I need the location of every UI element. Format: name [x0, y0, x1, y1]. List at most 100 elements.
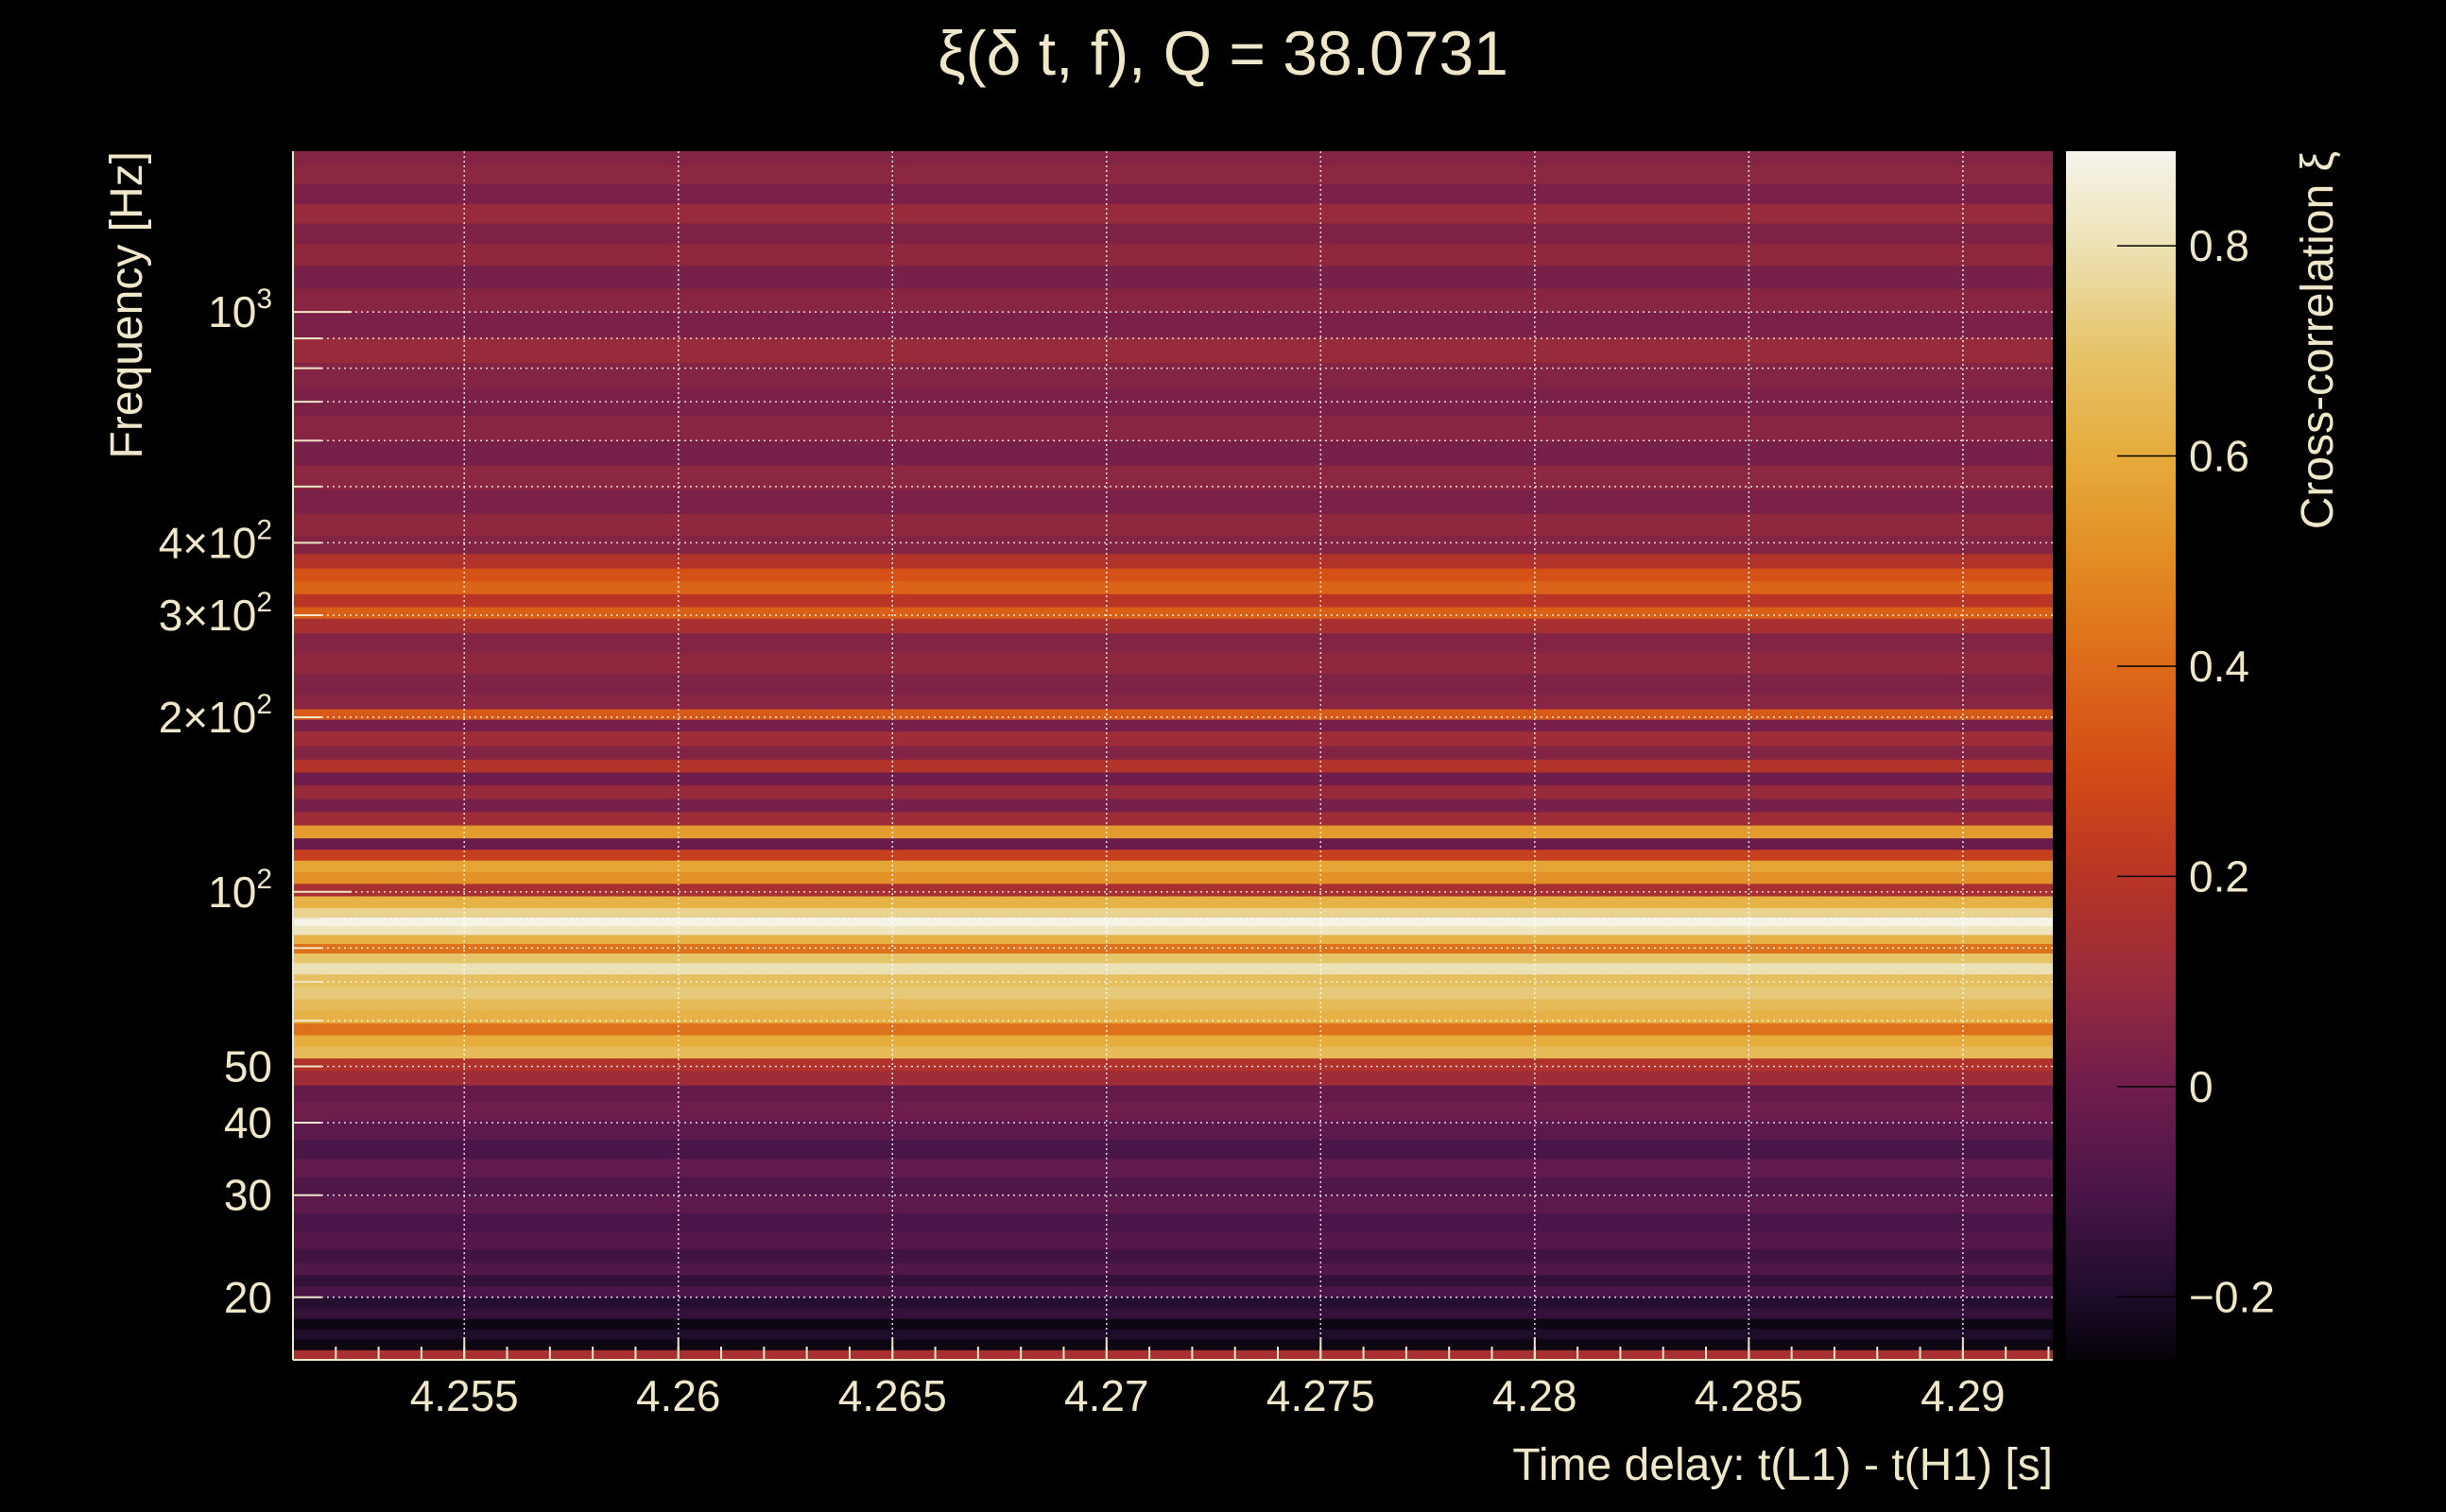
heatmap-row — [293, 1010, 2053, 1023]
heatmap-row — [293, 489, 2053, 514]
heatmap-row — [293, 708, 2053, 720]
y-tick-mantissa: 20 — [224, 1273, 272, 1322]
heatmap-row — [293, 1274, 2053, 1287]
y-tick-mantissa: 3×10 — [159, 591, 257, 640]
heatmap-row — [293, 798, 2053, 813]
heatmap-row — [293, 1329, 2053, 1340]
heatmap-row — [293, 934, 2053, 944]
heatmap-row — [293, 568, 2053, 582]
heatmap-row — [293, 745, 2053, 760]
heatmap-row — [293, 337, 2053, 363]
heatmap-row — [293, 883, 2053, 897]
heatmap-row — [293, 362, 2053, 389]
y-tick-exponent: 3 — [256, 284, 272, 315]
heatmap-row — [293, 243, 2053, 266]
colorbar-gradient — [2066, 151, 2176, 1360]
heatmap-row — [293, 1045, 2053, 1059]
y-tick-mantissa: 40 — [224, 1098, 272, 1147]
grid-lines — [293, 151, 2053, 1360]
heatmap-row — [293, 849, 2053, 861]
heatmap-row — [293, 1297, 2053, 1309]
heatmap-row — [293, 998, 2053, 1011]
heatmap-row — [293, 1070, 2053, 1086]
y-tick-exponent: 2 — [256, 514, 272, 545]
heatmap-row — [293, 203, 2053, 224]
heatmap-row — [293, 151, 2053, 165]
heatmap-row — [293, 1307, 2053, 1319]
y-tick-label: 102 — [208, 864, 272, 917]
axes: 4.255 4.26 4.265 4.27 4.275 4.28 4.285 4.29 20 30… — [159, 151, 2053, 1420]
heatmap-row — [293, 440, 2053, 466]
heatmap-row — [293, 618, 2053, 634]
colorbar: 0.8 0.6 0.4 0.2 0 −0.2 — [2066, 151, 2275, 1360]
heatmap-row — [293, 1318, 2053, 1330]
heatmap-row — [293, 837, 2053, 850]
x-tick-label: 4.28 — [1492, 1371, 1577, 1420]
colorbar-label: Cross-correlation ξ — [2293, 151, 2343, 529]
y-tick-label: 103 — [208, 284, 272, 336]
heatmap-row — [293, 973, 2053, 988]
y-tick-label: 3×102 — [159, 587, 272, 640]
heatmap-row — [293, 265, 2053, 289]
heatmap-row — [293, 824, 2053, 839]
y-tick-label: 30 — [224, 1171, 272, 1220]
y-tick-mantissa: 4×10 — [159, 518, 257, 567]
heatmap-row — [293, 907, 2053, 919]
y-tick-mantissa: 10 — [208, 868, 256, 917]
y-tick-exponent: 2 — [256, 864, 272, 895]
heatmap-row — [293, 1158, 2053, 1178]
colorbar-tick-label: 0.2 — [2189, 851, 2249, 901]
heatmap-row — [293, 1248, 2053, 1263]
heatmap-row — [293, 652, 2053, 675]
heatmap-row — [293, 415, 2053, 442]
heatmap-row — [293, 759, 2053, 773]
heatmap-row — [293, 771, 2053, 786]
heatmap-row — [293, 925, 2053, 936]
colorbar-tick-label: 0.8 — [2189, 221, 2249, 270]
heatmap-row — [293, 222, 2053, 244]
heatmap-row — [293, 1231, 2053, 1250]
heatmap-row — [293, 465, 2053, 490]
heatmap-row — [293, 1057, 2053, 1072]
heatmap-row — [293, 312, 2053, 338]
heatmap-row — [293, 513, 2053, 536]
heatmap-row — [293, 1338, 2053, 1350]
colorbar-tick-label: 0 — [2189, 1062, 2213, 1111]
heatmap-row — [293, 693, 2053, 710]
heatmap-row — [293, 593, 2053, 608]
heatmap-row — [293, 1212, 2053, 1232]
heatmap-row — [293, 953, 2053, 964]
heatmap-row — [293, 1177, 2053, 1196]
y-axis-label: Frequency [Hz] — [102, 151, 152, 458]
heatmap-row — [293, 986, 2053, 1000]
heatmap-row — [293, 812, 2053, 826]
y-tick-mantissa: 10 — [208, 287, 256, 336]
heatmap-cells — [293, 151, 2053, 1361]
x-tick-label: 4.26 — [636, 1371, 721, 1420]
chart-title: ξ(δ t, f), Q = 38.0731 — [938, 18, 1508, 88]
heatmap-row — [293, 1139, 2053, 1160]
heatmap-row — [293, 1349, 2053, 1361]
y-tick-exponent: 2 — [256, 689, 272, 720]
heatmap-row — [293, 580, 2053, 594]
y-tick-exponent: 2 — [256, 587, 272, 618]
heatmap-row — [293, 1194, 2053, 1213]
heatmap-row — [293, 860, 2053, 872]
y-tick-mantissa: 50 — [224, 1042, 272, 1091]
colorbar-tick-label: 0.4 — [2189, 642, 2249, 691]
y-tick-label: 20 — [224, 1273, 272, 1322]
heatmap-row — [293, 287, 2053, 314]
heatmap-row — [293, 784, 2053, 799]
y-tick-mantissa: 30 — [224, 1171, 272, 1220]
x-tick-label: 4.27 — [1064, 1371, 1149, 1420]
y-tick-label: 4×102 — [159, 514, 272, 567]
x-tick-label: 4.285 — [1695, 1371, 1803, 1420]
heatmap-row — [293, 673, 2053, 695]
heatmap-row — [293, 632, 2053, 653]
heatmap-row — [293, 1022, 2053, 1036]
heatmap-row — [293, 1034, 2053, 1047]
y-tick-label: 50 — [224, 1042, 272, 1091]
heatmap-row — [293, 1285, 2053, 1297]
heatmap-row — [293, 917, 2053, 927]
